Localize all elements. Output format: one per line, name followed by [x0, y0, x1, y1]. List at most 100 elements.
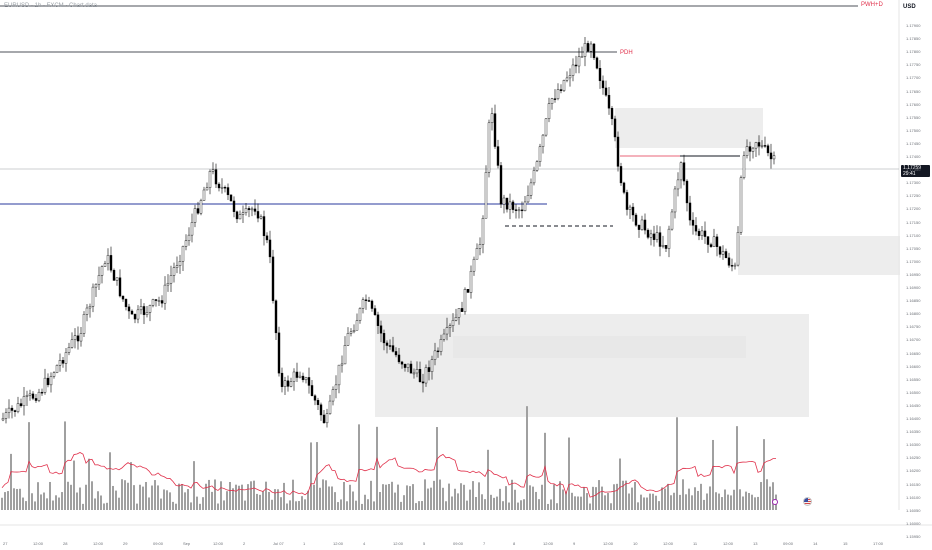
volume-bar [226, 491, 228, 510]
price-axis-label: 1.16900 [906, 285, 921, 290]
candle-body [223, 186, 227, 189]
last-price-tag: 1.17259 29:41 [901, 165, 930, 177]
candle-body [58, 360, 62, 366]
volume-bar [544, 432, 546, 510]
candle-body [460, 308, 464, 312]
volume-bar [55, 495, 57, 510]
volume-bar [484, 499, 486, 510]
candle-body [13, 410, 17, 412]
volume-bar [634, 481, 636, 510]
price-axis-label: 1.16100 [906, 494, 921, 500]
volume-bar [169, 492, 171, 510]
candle-body [724, 251, 728, 259]
last-price-value: 1.17259 [903, 165, 922, 171]
candle-body [301, 375, 305, 381]
time-axis-label: Jul 07 [273, 541, 284, 546]
volume-bar [493, 497, 495, 510]
price-axis-label: 1.16800 [906, 311, 921, 317]
volume-bar [232, 488, 234, 510]
candle-body [295, 371, 299, 378]
volume-bar [577, 496, 579, 510]
candle-body [199, 200, 203, 214]
volume-bar [376, 426, 378, 510]
volume-bar [46, 498, 48, 510]
candle-body [358, 308, 362, 321]
volume-bar [34, 501, 36, 510]
volume-bar [718, 493, 720, 510]
volume-bar [601, 486, 603, 510]
volume-bar [517, 502, 519, 510]
volume-bar [499, 488, 501, 510]
candle-body [400, 361, 404, 365]
price-axis-label: 1.17650 [906, 88, 921, 94]
candle-body [163, 284, 167, 304]
volume-bar [436, 427, 438, 510]
candle-body [511, 201, 515, 210]
volume-bar [136, 503, 138, 510]
candle-body [748, 146, 752, 152]
price-axis-label: 1.17900 [906, 23, 921, 28]
currency-label[interactable]: USD [903, 4, 916, 10]
candle-body [313, 395, 317, 401]
candle-body [601, 80, 605, 89]
candle-body [286, 380, 290, 387]
volume-bar [616, 483, 618, 510]
candle-body [7, 407, 11, 413]
candle-body [94, 283, 98, 288]
volume-bar [247, 484, 249, 510]
candle-body [127, 306, 131, 312]
candle-body [226, 187, 230, 196]
volume-bar [199, 503, 201, 510]
volume-bar [460, 483, 462, 510]
volume-bar [532, 486, 534, 510]
candle-body [508, 201, 512, 210]
price-axis-label: 1.17350 [906, 167, 921, 173]
price-axis-label: 1.16600 [906, 363, 921, 369]
volume-bar [259, 494, 261, 510]
candle-body [496, 146, 500, 166]
candle-body [547, 103, 551, 120]
volume-bar [694, 487, 696, 510]
volume-bar [706, 493, 708, 510]
alert-icon[interactable] [772, 499, 778, 505]
volume-bar [526, 406, 528, 510]
candle-body [43, 377, 47, 393]
symbol-title: EURUSD · 1h · FXCM · Chart data [4, 3, 98, 9]
candle-body [565, 77, 569, 81]
volume-bar [304, 499, 306, 510]
volume-bar [124, 480, 126, 510]
candle-body [151, 299, 155, 306]
time-axis-label: 12:00 [393, 541, 404, 546]
volume-bar [676, 417, 678, 510]
price-axis-label: 1.16050 [906, 507, 921, 513]
candle-body [730, 265, 734, 267]
price-axis-label: 1.16850 [906, 298, 921, 304]
volume-bar [466, 500, 468, 510]
volume-bar [697, 490, 699, 510]
candle-body [208, 171, 212, 188]
candle-body [112, 270, 116, 281]
candle-body [487, 122, 491, 173]
time-axis-label: 4 [363, 541, 366, 546]
candle-body [130, 310, 134, 315]
candle-body [307, 377, 311, 386]
volume-bar [670, 495, 672, 510]
time-axis-label: 11 [693, 541, 698, 546]
volume-bar [40, 494, 42, 510]
candle-body [403, 363, 407, 368]
time-axis-label: 09:00 [153, 541, 164, 546]
volume-bar [4, 492, 6, 510]
volume-bar [427, 488, 429, 510]
volume-bar [322, 479, 324, 510]
candle-body [97, 275, 101, 285]
candle-body [85, 307, 89, 315]
candle-body [325, 413, 329, 424]
volume-bar [154, 480, 156, 510]
candle-body [397, 354, 401, 363]
volume-bar [355, 500, 357, 510]
candle-body [418, 369, 422, 383]
volume-bar [511, 479, 513, 510]
candle-body [178, 261, 182, 266]
